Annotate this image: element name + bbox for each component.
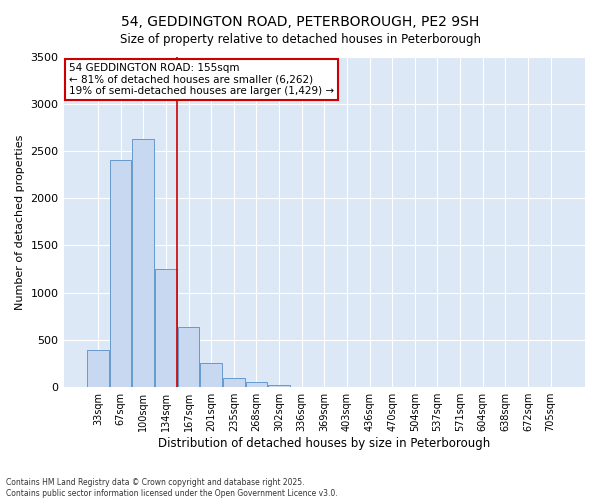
Bar bbox=[223, 378, 245, 387]
Bar bbox=[268, 386, 290, 387]
Bar bbox=[200, 362, 222, 387]
Text: Size of property relative to detached houses in Peterborough: Size of property relative to detached ho… bbox=[119, 32, 481, 46]
Bar bbox=[178, 326, 199, 387]
Y-axis label: Number of detached properties: Number of detached properties bbox=[15, 134, 25, 310]
Text: 54, GEDDINGTON ROAD, PETERBOROUGH, PE2 9SH: 54, GEDDINGTON ROAD, PETERBOROUGH, PE2 9… bbox=[121, 15, 479, 29]
Text: Contains HM Land Registry data © Crown copyright and database right 2025.
Contai: Contains HM Land Registry data © Crown c… bbox=[6, 478, 338, 498]
Bar bbox=[110, 160, 131, 387]
Bar bbox=[155, 269, 176, 387]
Bar bbox=[87, 350, 109, 387]
Bar bbox=[133, 138, 154, 387]
Text: 54 GEDDINGTON ROAD: 155sqm
← 81% of detached houses are smaller (6,262)
19% of s: 54 GEDDINGTON ROAD: 155sqm ← 81% of deta… bbox=[69, 63, 334, 96]
Bar bbox=[245, 382, 267, 387]
X-axis label: Distribution of detached houses by size in Peterborough: Distribution of detached houses by size … bbox=[158, 437, 490, 450]
